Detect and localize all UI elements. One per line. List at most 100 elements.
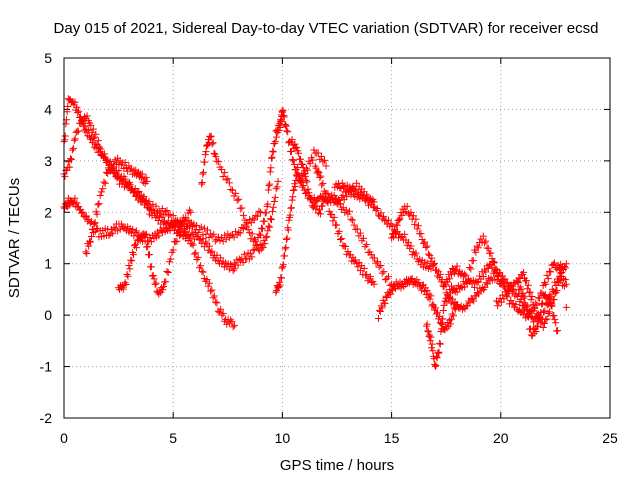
data-point <box>123 271 131 279</box>
data-point <box>100 178 108 186</box>
data-point <box>434 349 442 357</box>
series-track-3 <box>60 112 237 331</box>
data-point <box>119 285 127 293</box>
series-track-13 <box>388 202 504 291</box>
data-point <box>234 261 242 269</box>
series-track-2 <box>60 194 263 246</box>
data-point <box>505 287 513 295</box>
data-point <box>527 296 535 304</box>
data-point <box>335 196 343 204</box>
data-point <box>218 311 226 319</box>
data-point <box>553 286 561 294</box>
data-point <box>290 160 298 168</box>
data-point <box>524 281 532 289</box>
data-point <box>473 288 481 296</box>
data-point <box>299 181 307 189</box>
data-point <box>253 212 261 220</box>
data-point <box>267 216 275 224</box>
data-point <box>257 208 265 216</box>
data-point <box>360 234 368 242</box>
data-point <box>542 280 550 288</box>
data-point <box>562 280 570 288</box>
data-point <box>481 239 489 247</box>
data-point <box>204 282 212 290</box>
series-track-5 <box>115 206 193 298</box>
x-tick-label: 5 <box>169 430 177 446</box>
data-point <box>233 196 241 204</box>
data-point <box>205 234 213 242</box>
data-point <box>258 225 266 233</box>
data-point <box>452 266 460 274</box>
data-point <box>379 212 387 220</box>
data-point <box>189 241 197 249</box>
data-point <box>209 294 217 302</box>
data-point <box>199 268 207 276</box>
data-point <box>143 203 151 211</box>
data-point <box>562 260 570 268</box>
data-point <box>232 228 240 236</box>
data-point <box>142 173 150 181</box>
data-point <box>554 327 562 335</box>
data-point <box>64 103 72 111</box>
data-point <box>198 178 206 186</box>
data-point <box>273 183 281 191</box>
data-point <box>317 153 325 161</box>
data-point <box>61 172 69 180</box>
data-point <box>356 267 364 275</box>
data-point <box>424 250 432 258</box>
data-point <box>209 139 217 147</box>
data-point <box>436 270 444 278</box>
data-point <box>432 304 440 312</box>
data-point <box>301 190 309 198</box>
data-point <box>99 185 107 193</box>
data-point <box>282 235 290 243</box>
series-track-4 <box>82 154 150 257</box>
data-point <box>132 244 140 252</box>
data-point <box>474 244 482 252</box>
data-point <box>395 216 403 224</box>
data-point <box>360 265 368 273</box>
data-point <box>432 362 440 370</box>
data-point <box>423 286 431 294</box>
data-point <box>277 274 285 282</box>
data-point <box>453 262 461 270</box>
data-point <box>330 213 338 221</box>
data-point <box>92 130 100 138</box>
data-point <box>264 186 272 194</box>
data-point <box>259 243 267 251</box>
data-point <box>539 300 547 308</box>
data-point <box>547 268 555 276</box>
data-point <box>520 294 528 302</box>
data-point <box>315 168 323 176</box>
data-point <box>268 153 276 161</box>
data-point <box>208 286 216 294</box>
data-point <box>143 177 151 185</box>
data-point <box>275 126 283 134</box>
data-point <box>235 228 243 236</box>
data-point <box>194 229 202 237</box>
data-point <box>540 279 548 287</box>
data-point <box>377 262 385 270</box>
data-point <box>524 312 532 320</box>
data-point <box>210 230 218 238</box>
data-point <box>228 318 236 326</box>
data-point <box>503 278 511 286</box>
data-point <box>268 208 276 216</box>
data-point <box>101 150 109 158</box>
data-point <box>160 283 168 291</box>
data-point <box>205 279 213 287</box>
data-point <box>260 217 268 225</box>
data-point <box>562 303 570 311</box>
data-point <box>376 308 384 316</box>
data-point <box>123 183 131 191</box>
data-point <box>387 290 395 298</box>
data-point <box>299 164 307 172</box>
data-point <box>173 237 181 245</box>
data-point <box>73 103 81 111</box>
data-point <box>221 169 229 177</box>
x-tick-label: 15 <box>384 430 400 446</box>
data-point <box>83 112 91 120</box>
data-point <box>336 235 344 243</box>
x-tick-label: 0 <box>60 430 68 446</box>
data-point <box>207 132 215 140</box>
